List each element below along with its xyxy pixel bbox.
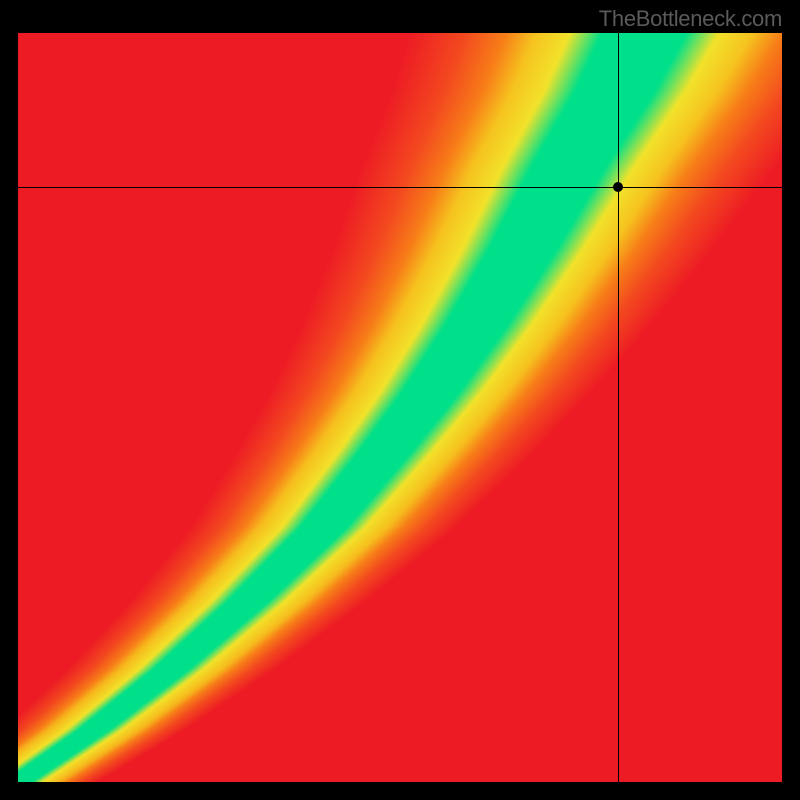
crosshair-marker-dot [613,182,623,192]
crosshair-horizontal [18,187,782,188]
watermark-text: TheBottleneck.com [599,6,782,32]
root-container: TheBottleneck.com [0,0,800,800]
heatmap-canvas [18,33,782,782]
heatmap-plot [18,33,782,782]
crosshair-vertical [618,33,619,782]
